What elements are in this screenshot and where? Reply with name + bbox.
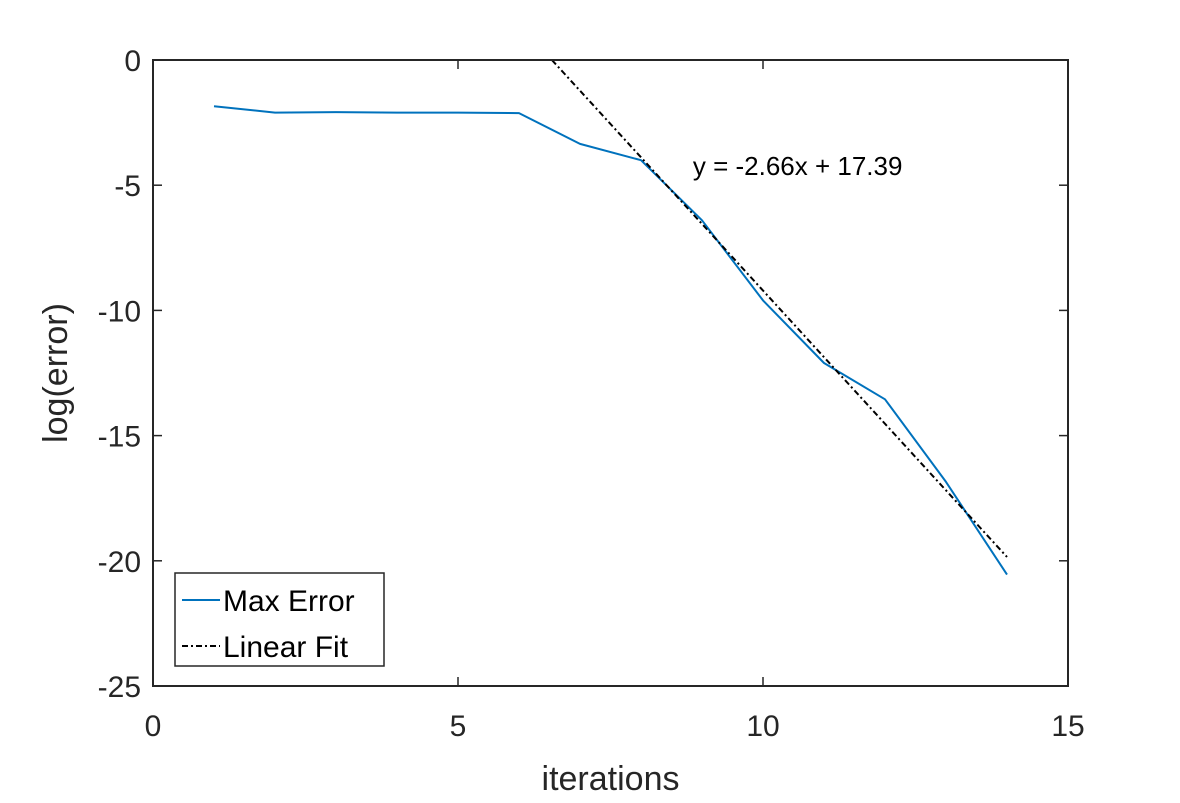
y-tick-label: -5 bbox=[114, 170, 141, 203]
legend-label-max-error: Max Error bbox=[223, 585, 355, 618]
fit-equation-annotation: y = -2.66x + 17.39 bbox=[693, 151, 903, 181]
x-tick-label: 5 bbox=[450, 710, 467, 743]
x-tick-label: 10 bbox=[746, 710, 779, 743]
y-tick-label: 0 bbox=[124, 45, 141, 78]
x-axis-title: iterations bbox=[542, 760, 680, 798]
legend-box bbox=[174, 572, 385, 667]
legend-label-linear-fit: Linear Fit bbox=[223, 631, 349, 664]
y-tick-label: -20 bbox=[98, 546, 141, 579]
legend: Max Error Linear Fit bbox=[174, 572, 385, 667]
y-tick-label: -15 bbox=[98, 421, 141, 454]
y-axis-title: log(error) bbox=[37, 303, 75, 443]
linear-fit-line bbox=[551, 59, 1008, 558]
max-error-line bbox=[213, 105, 1008, 576]
plot-frame bbox=[152, 59, 1069, 687]
x-tick-label: 15 bbox=[1051, 710, 1084, 743]
x-tick-label: 0 bbox=[145, 710, 162, 743]
y-tick-label: -10 bbox=[98, 295, 141, 328]
y-tick-label: -25 bbox=[98, 671, 141, 704]
